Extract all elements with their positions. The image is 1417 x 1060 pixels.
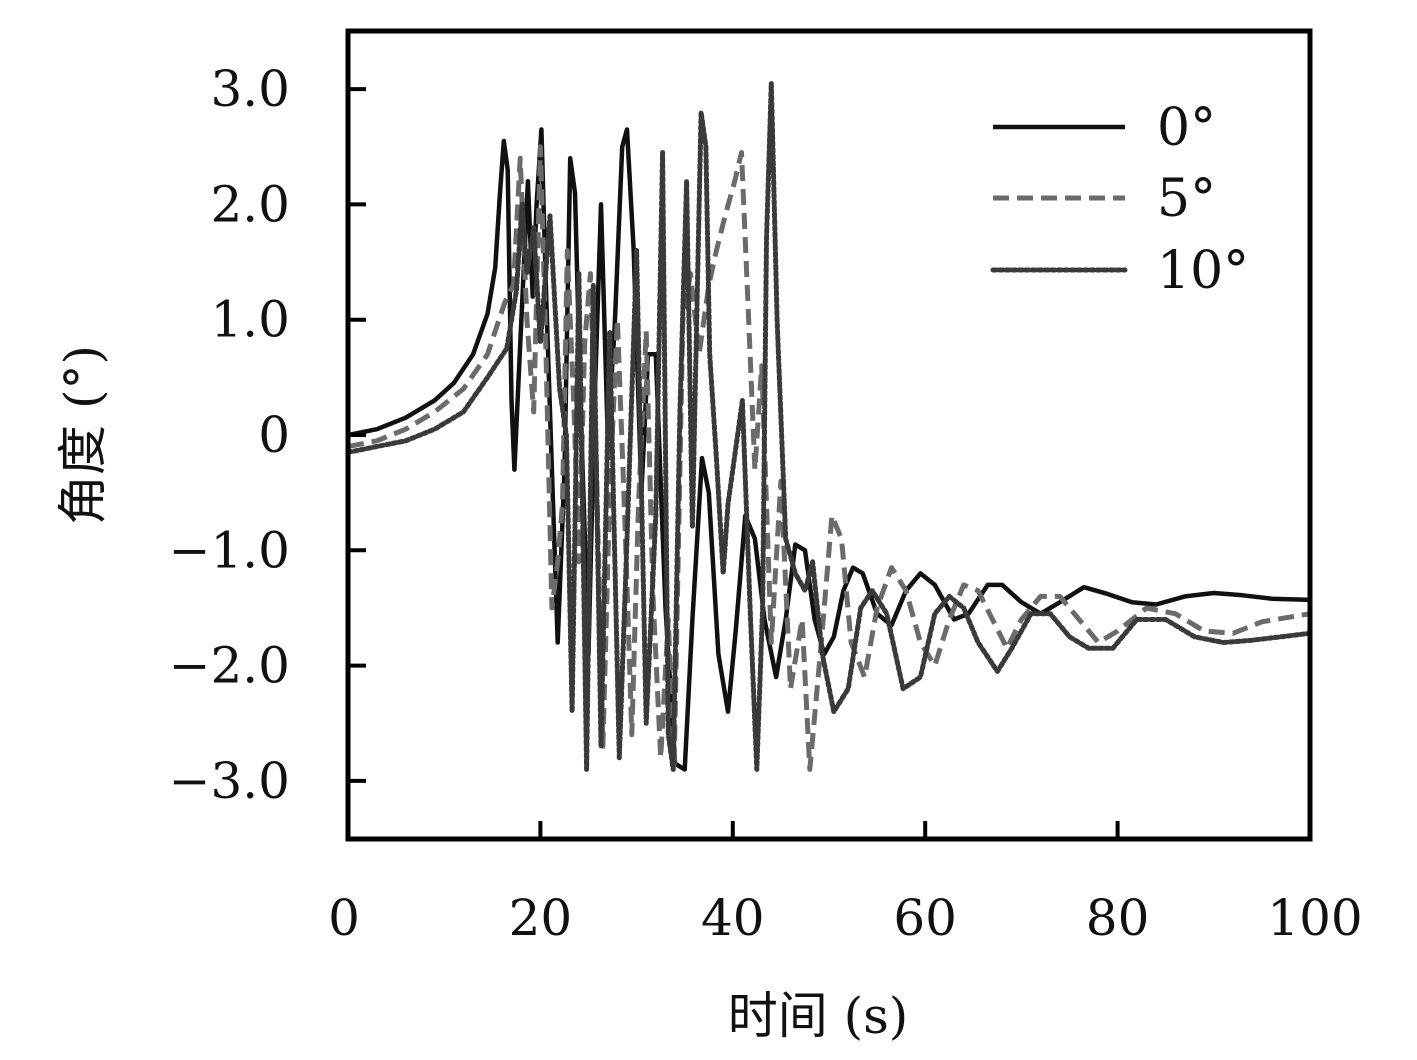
y-tick-label: −1.0 (169, 521, 290, 579)
y-axis-title: 角度 (°) (54, 345, 112, 525)
series-line-1 (348, 144, 1310, 772)
legend-label-2: 10° (1157, 241, 1249, 301)
y-tick-label: −2.0 (169, 637, 290, 695)
y-tick-label: 2.0 (210, 175, 290, 233)
x-tick-label: 80 (1086, 889, 1150, 947)
series-line-2 (348, 80, 1310, 772)
series-layer (348, 80, 1310, 772)
x-tick-label: 60 (893, 889, 957, 947)
y-tick-label: −3.0 (169, 752, 290, 810)
x-tick-label: 20 (509, 889, 573, 947)
legend-label-1: 5° (1157, 169, 1216, 229)
y-axis: 3.0 2.0 1.0 0 −1.0 −2.0 −3.0 (169, 60, 366, 810)
x-axis: 0 20 40 60 80 100 (328, 821, 1363, 947)
y-tick-label: 1.0 (210, 291, 290, 349)
x-tick-label: 0 (328, 889, 360, 947)
y-tick-label: 0 (258, 406, 290, 464)
legend: 0° 5° 10° (990, 98, 1249, 301)
legend-label-0: 0° (1157, 98, 1216, 158)
x-tick-label: 100 (1267, 889, 1362, 947)
y-tick-label: 3.0 (210, 60, 290, 118)
series-line-0 (348, 127, 1310, 772)
x-axis-title: 时间 (s) (728, 987, 909, 1045)
x-tick-label: 40 (701, 889, 765, 947)
